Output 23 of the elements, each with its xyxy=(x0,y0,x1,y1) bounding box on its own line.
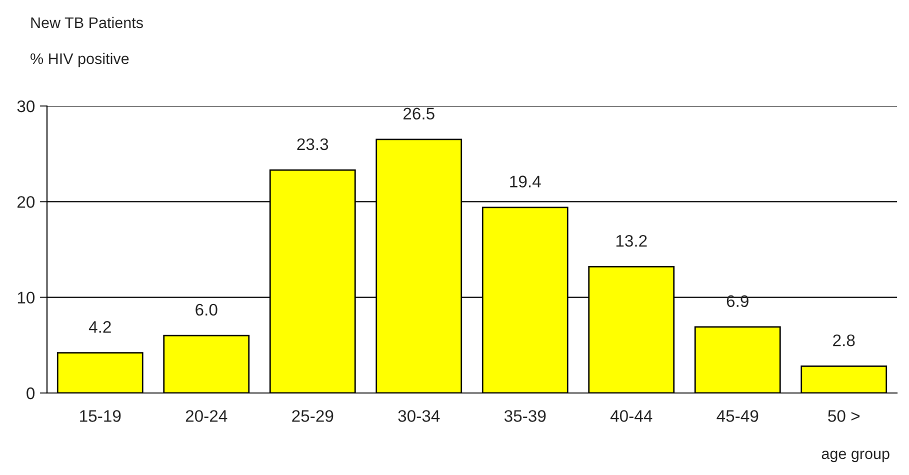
data-label: 4.2 xyxy=(88,321,111,333)
data-label: 23.3 xyxy=(297,138,328,150)
x-tick-label: 35-39 xyxy=(504,410,546,422)
y-tick-label: 20 xyxy=(17,196,35,208)
x-tick-label: 30-34 xyxy=(398,410,440,422)
data-label: 26.5 xyxy=(403,108,434,120)
data-label: 6.9 xyxy=(726,295,748,308)
y-tick-label: 0 xyxy=(26,387,35,400)
x-axis-title: age group xyxy=(822,450,890,462)
y-axis-title: % HIV positive xyxy=(30,52,129,68)
data-label: 2.8 xyxy=(833,334,855,346)
y-tick-label: 30 xyxy=(17,100,35,112)
x-tick-label: 20-24 xyxy=(186,410,228,422)
x-tick-label: 45-49 xyxy=(716,410,758,422)
x-tick-label: 25-29 xyxy=(292,410,334,422)
x-tick-label: 50 > xyxy=(828,410,860,422)
x-tick-label: 15-19 xyxy=(80,410,121,422)
data-label: 6.0 xyxy=(196,304,218,316)
x-tick-label: 40-44 xyxy=(610,410,652,422)
data-label: 13.2 xyxy=(616,234,647,247)
y-tick-label: 10 xyxy=(18,292,35,304)
chart-title: New TB Patients xyxy=(31,16,143,28)
data-label: 19.4 xyxy=(510,176,541,188)
